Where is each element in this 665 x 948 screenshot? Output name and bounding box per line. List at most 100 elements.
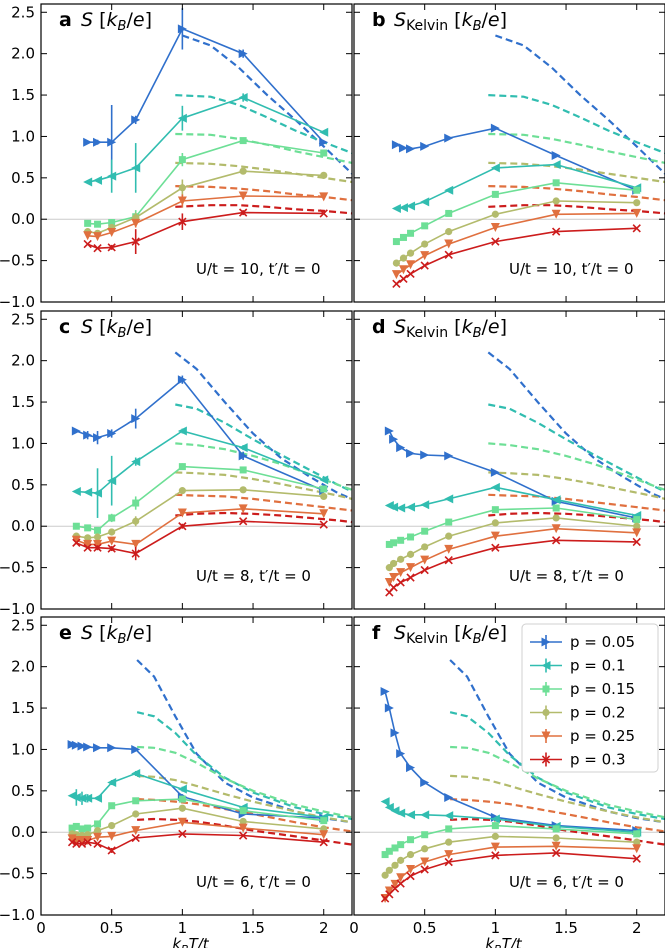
data-point xyxy=(239,807,247,815)
data-point xyxy=(392,259,401,267)
dashed-curve-p02 xyxy=(175,471,352,500)
data-point xyxy=(71,426,81,436)
y-tick-label: 2.0 xyxy=(11,45,35,63)
data-point xyxy=(178,795,186,803)
legend-marker xyxy=(542,685,550,693)
data-point xyxy=(381,851,389,859)
dashed-curve-p015 xyxy=(137,745,352,819)
data-point xyxy=(238,831,248,840)
data-point xyxy=(420,555,430,565)
panel-title: S [kB/e] xyxy=(81,9,152,34)
data-point xyxy=(633,199,641,207)
data-point xyxy=(107,778,117,788)
data-point xyxy=(94,526,102,534)
data-point xyxy=(397,536,405,544)
legend-marker xyxy=(541,637,551,647)
data-point xyxy=(406,763,416,773)
data-point xyxy=(552,179,560,187)
data-point xyxy=(552,825,560,833)
series-p03 xyxy=(67,829,328,855)
series-p015 xyxy=(84,137,328,228)
data-point xyxy=(420,261,429,270)
data-point xyxy=(391,140,401,150)
legend-label: p = 0.1 xyxy=(570,657,625,675)
legend: p = 0.05 p = 0.1 p = 0.15 p = 0.2 p = 0.25 p … xyxy=(521,623,659,773)
data-point xyxy=(420,857,430,867)
data-point xyxy=(397,856,405,864)
data-point xyxy=(444,555,453,565)
data-point xyxy=(406,563,416,573)
data-point xyxy=(552,514,560,522)
data-point xyxy=(389,573,399,583)
series-p01 xyxy=(67,768,329,822)
data-point xyxy=(445,825,453,833)
y-tick-label: −0.5 xyxy=(0,252,35,270)
dashed-curve-p005 xyxy=(182,34,352,175)
legend-marker xyxy=(541,731,551,741)
data-point xyxy=(83,231,93,241)
series-line xyxy=(75,520,324,555)
dashed-curve-p02 xyxy=(488,471,665,500)
data-point xyxy=(491,822,499,830)
legend-item-p025: p = 0.25 xyxy=(530,727,635,745)
data-point xyxy=(238,517,248,526)
series-p005 xyxy=(71,375,329,496)
data-point xyxy=(131,833,140,843)
data-point xyxy=(178,217,187,226)
data-point xyxy=(238,49,248,59)
data-point xyxy=(319,520,328,529)
data-point xyxy=(84,219,92,227)
dashed-curve-p005 xyxy=(495,34,665,175)
data-point xyxy=(406,850,415,859)
data-point xyxy=(131,218,141,228)
dashed-curve-p03 xyxy=(450,817,665,846)
data-point xyxy=(633,522,641,530)
data-point xyxy=(178,804,186,812)
data-point xyxy=(131,163,141,173)
data-point xyxy=(397,841,405,849)
y-tick-label: 2.0 xyxy=(11,658,35,676)
data-point xyxy=(444,792,454,802)
series-p02 xyxy=(385,514,641,572)
data-point xyxy=(108,528,116,536)
data-point xyxy=(83,177,93,187)
data-point xyxy=(131,237,140,246)
data-point xyxy=(491,519,499,527)
data-point xyxy=(396,873,406,883)
data-point xyxy=(381,871,389,879)
data-point xyxy=(93,826,102,835)
y-tick-label: −0.5 xyxy=(0,559,35,577)
data-point xyxy=(444,857,453,867)
data-point xyxy=(399,233,407,241)
data-point xyxy=(391,844,399,852)
data-point xyxy=(108,514,116,522)
data-point xyxy=(445,518,453,526)
legend-label: p = 0.2 xyxy=(570,704,625,722)
panel-b: b SKelvin [kB/e] U/t = 10, t′/t = 0 xyxy=(353,3,665,303)
data-point xyxy=(407,229,415,237)
data-point xyxy=(384,426,394,436)
series-p025 xyxy=(83,191,329,242)
data-point xyxy=(107,476,117,486)
data-point xyxy=(132,797,140,805)
y-tick-label: 2.5 xyxy=(11,3,35,21)
data-point xyxy=(390,539,398,547)
data-point xyxy=(320,149,328,157)
data-point xyxy=(389,502,399,512)
series-p01 xyxy=(391,160,642,213)
data-point xyxy=(177,375,187,385)
dashed-curve-p015 xyxy=(175,442,352,491)
data-point xyxy=(131,115,141,125)
data-point xyxy=(238,208,248,217)
data-point xyxy=(490,467,500,477)
data-point xyxy=(406,573,415,582)
data-point xyxy=(77,741,87,751)
data-point xyxy=(178,522,187,531)
parameter-annotation: U/t = 6, t′/t = 0 xyxy=(509,873,624,891)
series-p015 xyxy=(392,179,641,246)
data-point xyxy=(177,113,187,123)
series-p015 xyxy=(381,822,641,859)
dashed-curve-p03 xyxy=(175,204,352,215)
data-point xyxy=(131,539,141,549)
series-p03 xyxy=(392,224,641,288)
